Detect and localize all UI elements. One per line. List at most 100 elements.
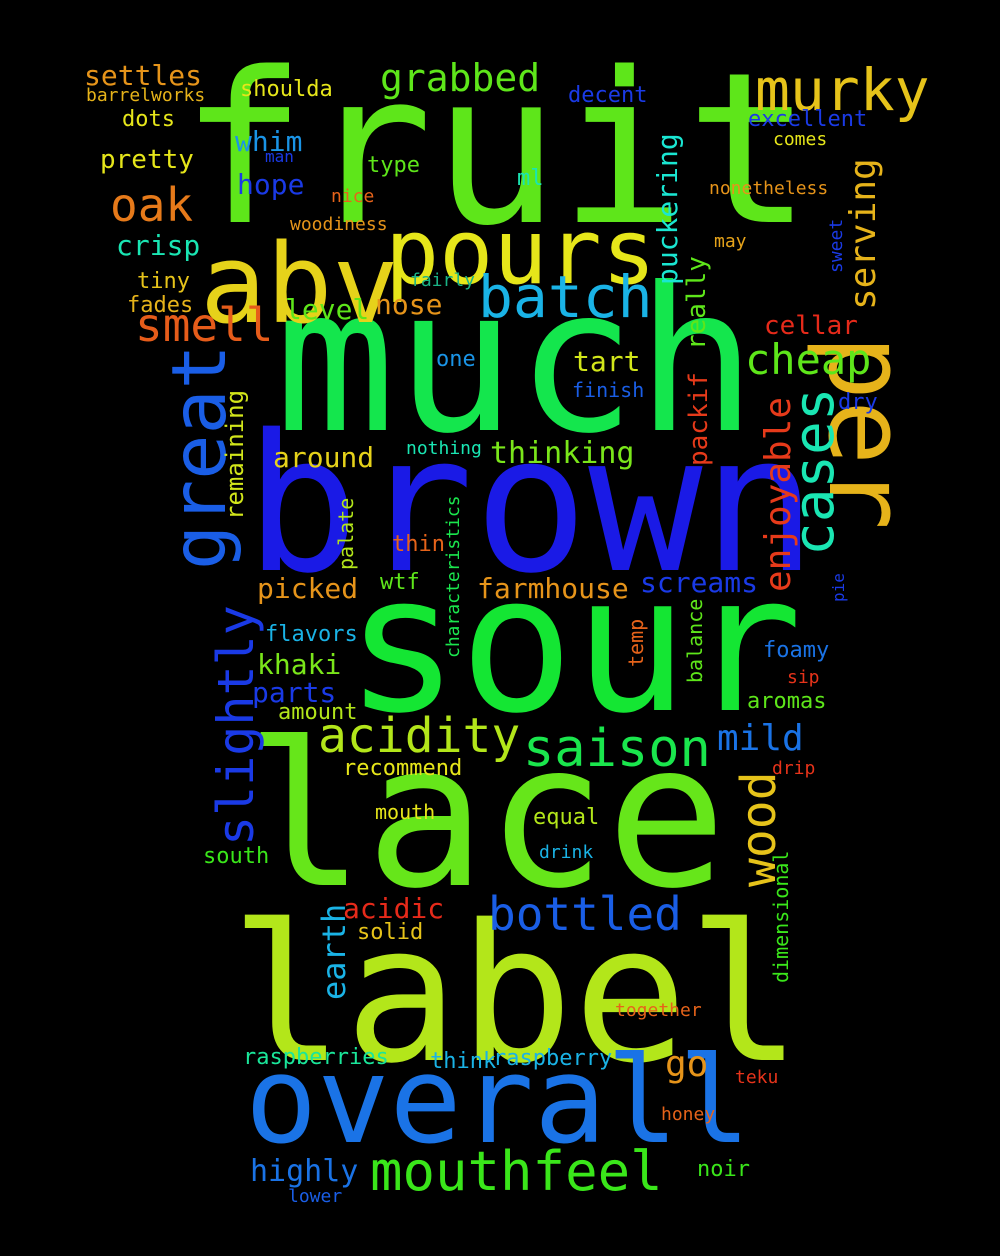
word-aromas: aromas bbox=[747, 689, 826, 714]
word-sour: sour bbox=[345, 534, 803, 755]
word-grabbed: grabbed bbox=[380, 56, 540, 100]
word-sweet: sweet bbox=[826, 219, 847, 273]
word-dimensional: dimensional bbox=[769, 851, 793, 983]
word-solid: solid bbox=[357, 920, 423, 945]
word-khaki: khaki bbox=[257, 648, 341, 681]
word-decent: decent bbox=[568, 83, 647, 108]
word-comes: comes bbox=[773, 129, 827, 150]
word-nonetheless: nonetheless bbox=[709, 178, 828, 199]
word-smell: smell bbox=[135, 298, 273, 352]
word-whim: whim bbox=[235, 125, 302, 158]
word-woodiness: woodiness bbox=[290, 214, 388, 235]
word-mouth: mouth bbox=[375, 800, 435, 824]
word-pretty: pretty bbox=[100, 145, 194, 175]
word-per: per bbox=[804, 335, 929, 530]
word-hope: hope bbox=[237, 168, 304, 201]
word-saison: saison bbox=[523, 719, 711, 779]
word-wood: wood bbox=[731, 771, 787, 887]
word-parts: parts bbox=[252, 676, 336, 709]
word-honey: honey bbox=[661, 1104, 715, 1125]
word-go: go bbox=[665, 1044, 708, 1085]
word-cellar: cellar bbox=[764, 311, 858, 341]
word-fades: fades bbox=[127, 293, 193, 318]
word-really: really bbox=[682, 256, 712, 350]
word-murky: murky bbox=[755, 56, 930, 124]
word-around: around bbox=[273, 441, 374, 474]
word-raspberries: raspberries bbox=[243, 1045, 389, 1070]
word-excellent: excellent bbox=[748, 107, 867, 132]
word-bottled: bottled bbox=[488, 887, 682, 941]
word-nice: nice bbox=[331, 186, 374, 207]
word-lower: lower bbox=[288, 1186, 342, 1207]
word-nose: nose bbox=[375, 288, 442, 321]
word-shoulda: shoulda bbox=[240, 77, 333, 102]
word-one: one bbox=[436, 347, 476, 372]
word-drip: drip bbox=[772, 758, 815, 779]
word-brown: brown bbox=[245, 394, 817, 615]
word-noir: noir bbox=[697, 1157, 750, 1182]
word-acidic: acidic bbox=[343, 892, 444, 925]
word-recommend: recommend bbox=[343, 756, 462, 781]
word-type: type bbox=[367, 153, 420, 178]
word-overall: overall bbox=[245, 1032, 751, 1171]
word-abv: abv bbox=[200, 220, 399, 348]
word-batch: batch bbox=[478, 263, 653, 331]
word-puckering: puckering bbox=[651, 133, 684, 285]
word-mouthfeel: mouthfeel bbox=[370, 1140, 663, 1203]
word-settles: settles bbox=[84, 59, 202, 92]
word-barrelworks: barrelworks bbox=[86, 85, 205, 106]
word-cheap: cheap bbox=[745, 335, 871, 384]
word-slightly: slightly bbox=[207, 605, 265, 846]
word-together: together bbox=[615, 1000, 702, 1021]
word-oak: oak bbox=[110, 178, 193, 232]
word-think: think bbox=[430, 1049, 496, 1074]
word-wtf: wtf bbox=[380, 570, 420, 595]
word-picked: picked bbox=[257, 572, 358, 605]
word-palate: palate bbox=[334, 498, 358, 570]
word-crisp: crisp bbox=[116, 229, 200, 262]
word-screams: screams bbox=[640, 566, 758, 599]
word-equal: equal bbox=[533, 805, 599, 830]
word-serving: serving bbox=[843, 158, 884, 310]
word-much: much bbox=[275, 245, 757, 478]
word-level: level bbox=[285, 293, 369, 326]
word-tiny: tiny bbox=[137, 269, 190, 294]
word-farmhouse: farmhouse bbox=[477, 572, 629, 605]
word-mild: mild bbox=[717, 718, 804, 759]
word-thinking: thinking bbox=[490, 436, 635, 471]
word-flavors: flavors bbox=[265, 622, 358, 647]
word-dots: dots bbox=[122, 107, 175, 132]
word-foamy: foamy bbox=[763, 638, 829, 663]
word-dry: dry bbox=[838, 390, 878, 415]
word-amount: amount bbox=[278, 700, 357, 725]
word-highly: highly bbox=[250, 1154, 358, 1189]
word-packif: packif bbox=[684, 372, 714, 466]
word-temp: temp bbox=[624, 619, 648, 667]
word-fairly: fairly bbox=[410, 270, 475, 291]
word-teku: teku bbox=[735, 1067, 778, 1088]
word-thin: thin bbox=[392, 532, 445, 557]
word-finish: finish bbox=[572, 378, 644, 402]
word-pie: pie bbox=[829, 573, 848, 602]
word-label: label bbox=[230, 884, 802, 1105]
word-south: south bbox=[203, 844, 269, 869]
word-lace: lace bbox=[245, 700, 727, 933]
word-nothing: nothing bbox=[406, 438, 482, 459]
word-raspberry: raspberry bbox=[493, 1046, 612, 1071]
word-man: man bbox=[265, 147, 294, 166]
word-characteristics: characteristics bbox=[443, 495, 464, 658]
word-earth: earth bbox=[315, 904, 353, 1000]
word-acidity: acidity bbox=[318, 708, 520, 764]
word-tart: tart bbox=[573, 345, 640, 378]
word-balance: balance bbox=[683, 599, 707, 683]
word-ml: ml bbox=[517, 166, 544, 191]
word-cases: cases bbox=[782, 387, 847, 556]
word-may: may bbox=[714, 231, 747, 252]
word-drink: drink bbox=[539, 842, 593, 863]
word-sip: sip bbox=[787, 667, 820, 688]
word-great: great bbox=[155, 344, 243, 570]
word-fruit: fruit bbox=[180, 27, 812, 272]
word-remaining: remaining bbox=[221, 390, 249, 520]
word-pours: pours bbox=[385, 200, 656, 305]
